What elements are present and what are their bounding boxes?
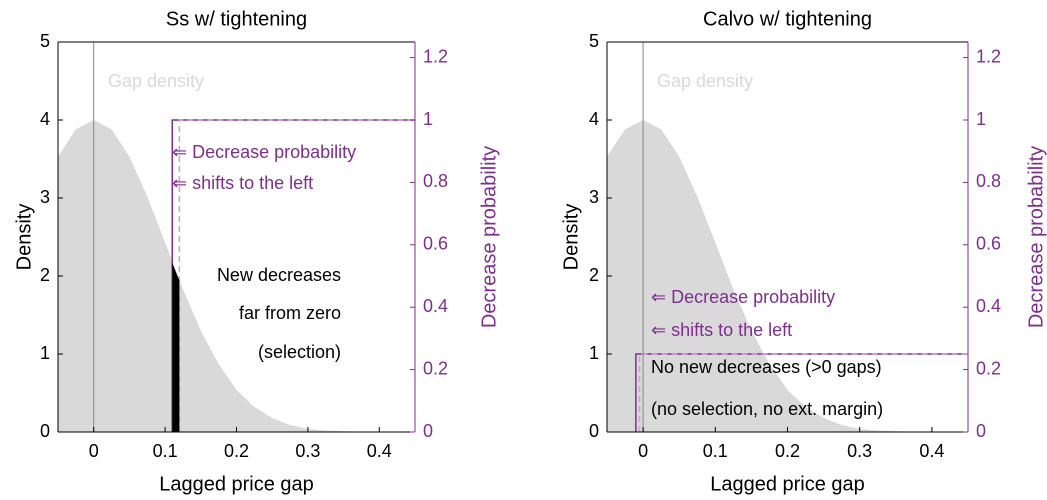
y-tick-label: 0	[40, 421, 50, 441]
annotation: ⇐ shifts to the left	[651, 320, 792, 340]
y-tick-label: 2	[40, 265, 50, 285]
y2-tick-label: 1	[976, 109, 986, 129]
x-tick-label: 0.2	[775, 441, 800, 461]
y2-axis-label: Decrease probability	[1025, 146, 1047, 328]
y-tick-label: 5	[40, 31, 50, 51]
y-tick-label: 1	[40, 343, 50, 363]
annotation: New decreases	[217, 265, 341, 285]
density-area	[58, 120, 415, 432]
x-tick-label: 0	[89, 441, 99, 461]
x-tick-label: 0.3	[295, 441, 320, 461]
y2-tick-label: 0	[423, 421, 433, 441]
annotation: far from zero	[239, 303, 341, 323]
annotation: ⇐ shifts to the left	[172, 173, 313, 193]
x-tick-label: 0.1	[153, 441, 178, 461]
y-axis-label: Density	[560, 204, 582, 271]
y-tick-label: 3	[589, 187, 599, 207]
density-area	[607, 120, 968, 432]
x-tick-label: 0.4	[919, 441, 944, 461]
y-tick-label: 5	[589, 31, 599, 51]
x-axis-label: Lagged price gap	[710, 473, 865, 495]
y2-tick-label: 0.2	[976, 358, 1001, 378]
x-tick-label: 0.4	[367, 441, 392, 461]
chart-title: Ss w/ tightening	[166, 8, 307, 30]
x-axis-label: Lagged price gap	[159, 473, 314, 495]
y-axis-label: Density	[13, 204, 35, 271]
chart-title: Calvo w/ tightening	[703, 8, 872, 30]
annotation: No new decreases (>0 gaps)	[651, 357, 882, 377]
y2-tick-label: 1.2	[976, 46, 1001, 66]
y2-tick-label: 0.2	[423, 358, 448, 378]
y2-tick-label: 0	[976, 421, 986, 441]
x-tick-label: 0.2	[224, 441, 249, 461]
y2-tick-label: 0.8	[423, 171, 448, 191]
annotation: ⇐ Decrease probability	[651, 287, 835, 307]
y-tick-label: 0	[589, 421, 599, 441]
y2-tick-label: 0.4	[423, 296, 448, 316]
highlight-area	[172, 262, 180, 432]
y2-tick-label: 0.6	[976, 234, 1001, 254]
x-tick-label: 0	[638, 441, 648, 461]
y2-tick-label: 1.2	[423, 46, 448, 66]
y-tick-label: 3	[40, 187, 50, 207]
x-tick-label: 0.1	[703, 441, 728, 461]
annotation: (selection)	[258, 342, 341, 362]
y-tick-label: 4	[40, 109, 50, 129]
y-tick-label: 4	[589, 109, 599, 129]
annotation: (no selection, no ext. margin)	[651, 399, 883, 419]
y2-axis-label: Decrease probability	[478, 146, 500, 328]
y-tick-label: 1	[589, 343, 599, 363]
density-label: Gap density	[657, 71, 753, 91]
y2-tick-label: 1	[423, 109, 433, 129]
y2-tick-label: 0.8	[976, 171, 1001, 191]
y-tick-label: 2	[589, 265, 599, 285]
probability-line	[638, 353, 968, 432]
y2-tick-label: 0.6	[423, 234, 448, 254]
x-tick-label: 0.3	[847, 441, 872, 461]
y2-tick-label: 0.4	[976, 296, 1001, 316]
annotation: ⇐ Decrease probability	[172, 142, 356, 162]
density-label: Gap density	[108, 71, 204, 91]
